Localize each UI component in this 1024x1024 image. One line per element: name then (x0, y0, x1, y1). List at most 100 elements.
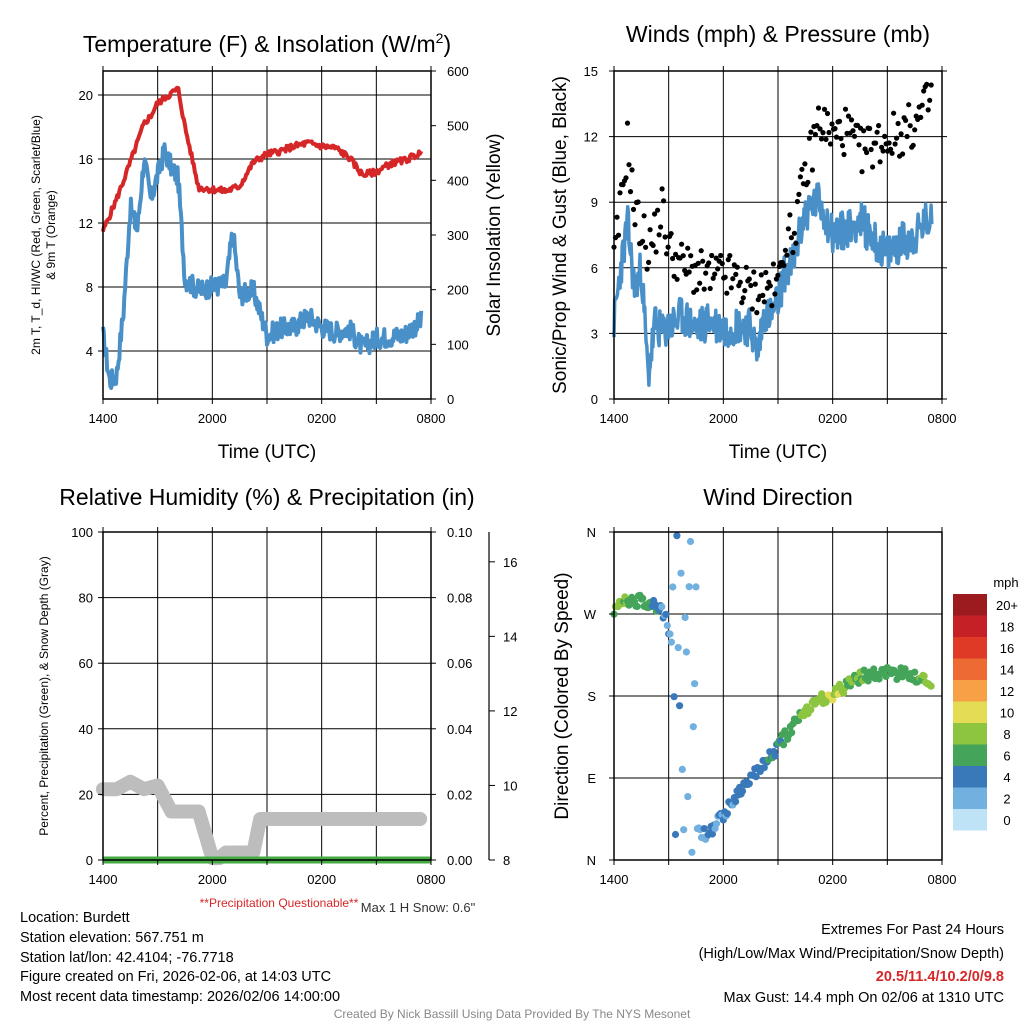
speed-legend: 20+ 18 16 14 12 10 8 6 4 2 0 (953, 594, 1018, 831)
direction-ylabel: Direction (Colored By Speed) (552, 572, 573, 819)
gust-point (659, 186, 665, 192)
y-tick-label-precip: 0.00 (447, 853, 472, 868)
y-tick-label-snow: 14 (503, 629, 517, 644)
gust-point (861, 128, 867, 134)
station-elevation: Station elevation: 567.751 m (20, 930, 204, 946)
gust-point (763, 269, 769, 276)
gust-point (794, 198, 801, 205)
gust-point (646, 259, 652, 265)
gust-point (635, 199, 641, 205)
legend-swatch (953, 809, 987, 831)
direction-point (688, 848, 696, 856)
y-tick-label-left: 0 (86, 853, 93, 868)
gust-point (644, 266, 650, 272)
figure-created: Figure created on Fri, 2026-02-06, at 14… (20, 969, 331, 985)
gust-point (889, 150, 895, 156)
direction-gridlines (614, 532, 942, 860)
gust-point (839, 143, 846, 149)
gust-point (740, 295, 746, 301)
speed-legend-title: mph (993, 575, 1018, 590)
direction-point (681, 613, 689, 622)
direction-point (860, 666, 868, 674)
wind-direction-panel: Wind Direction N E S W N 1400 2000 0200 0800 Dir… (552, 484, 1019, 887)
max-gust: Max Gust: 14.4 mph On 02/06 at 1310 UTC (724, 990, 1004, 1006)
gust-point (769, 303, 775, 309)
gust-point (784, 252, 790, 258)
gust-point (647, 227, 653, 233)
legend-swatch (953, 766, 987, 788)
direction-point (692, 583, 700, 591)
humidity-ylabel: Percent, Precipitation (Green), & Snow D… (37, 556, 51, 835)
gust-point (710, 275, 716, 281)
gust-point (818, 136, 825, 142)
x-tick-label: 0200 (307, 872, 336, 887)
direction-point (712, 820, 721, 828)
gust-point (652, 211, 658, 217)
y-tick-label-right: 300 (447, 228, 469, 243)
y-tick-label: 12 (584, 130, 598, 145)
gust-point (629, 167, 635, 173)
y-tick-label: 0 (591, 392, 598, 407)
gust-point (707, 285, 713, 292)
x-tick-label: 2000 (709, 411, 738, 426)
gust-point (715, 266, 721, 272)
x-tick-label: 1400 (89, 411, 118, 426)
direction-point (678, 765, 686, 774)
direction-point (682, 648, 691, 656)
gust-point (841, 151, 847, 158)
gust-point (864, 149, 870, 156)
gust-point (712, 271, 718, 277)
x-tick-label: 0800 (417, 411, 446, 426)
gust-point (856, 142, 862, 148)
gust-point (851, 133, 858, 139)
gust-point (724, 290, 730, 296)
direction-point (738, 787, 747, 795)
gust-point (661, 198, 667, 204)
winds-ticks: 0 3 6 9 12 15 1400 2000 0200 0800 (584, 64, 957, 426)
y-tick-label-precip: 0.06 (447, 656, 472, 671)
gust-point (791, 230, 798, 236)
y-tick-label-right: 200 (447, 283, 469, 298)
y-tick-label-left: 20 (79, 88, 93, 103)
gust-point (615, 232, 622, 238)
y-tick-label: 3 (591, 326, 598, 341)
x-tick-label: 0200 (818, 411, 847, 426)
extremes-values: 20.5/11.4/10.2/0/9.8 (876, 969, 1004, 985)
gust-point (626, 162, 632, 168)
gust-point (752, 281, 758, 287)
y-tick-label-left: 80 (79, 591, 93, 606)
y-tick-label-snow: 8 (503, 853, 510, 868)
gust-point (739, 300, 745, 306)
gust-point (630, 206, 637, 212)
gust-point (910, 142, 916, 148)
gust-point (656, 232, 662, 238)
direction-ticks: N E S W N 1400 2000 0200 0800 (584, 525, 957, 887)
gust-point (808, 129, 814, 135)
blue-temperature-line (101, 142, 424, 390)
gust-point (797, 174, 804, 180)
humidity-gridlines (103, 532, 431, 860)
gust-point (870, 164, 876, 170)
gust-point (775, 272, 781, 278)
direction-point (882, 672, 890, 681)
gust-point (892, 141, 898, 147)
direction-tick-label: E (587, 771, 596, 786)
gust-point (664, 251, 670, 257)
gust-point (927, 97, 933, 103)
gust-point (695, 260, 701, 266)
insolation-ylabel: Solar Insolation (Yellow) (484, 133, 505, 336)
x-tick-label: 2000 (198, 411, 227, 426)
humidity-panel: Relative Humidity (%) & Precipitation (i… (37, 484, 517, 915)
extremes-title: Extremes For Past 24 Hours (821, 922, 1004, 938)
extremes-block: Extremes For Past 24 Hours (High/Low/Max… (699, 922, 1004, 1006)
gust-point (709, 252, 715, 259)
gust-point (921, 88, 927, 94)
direction-point (680, 826, 688, 834)
direction-point (673, 532, 681, 540)
legend-swatch (953, 701, 987, 723)
y-tick-label-left: 20 (79, 787, 93, 802)
direction-point (685, 583, 693, 591)
gust-point (868, 146, 874, 153)
gust-point (718, 252, 724, 259)
gust-point (867, 125, 873, 132)
